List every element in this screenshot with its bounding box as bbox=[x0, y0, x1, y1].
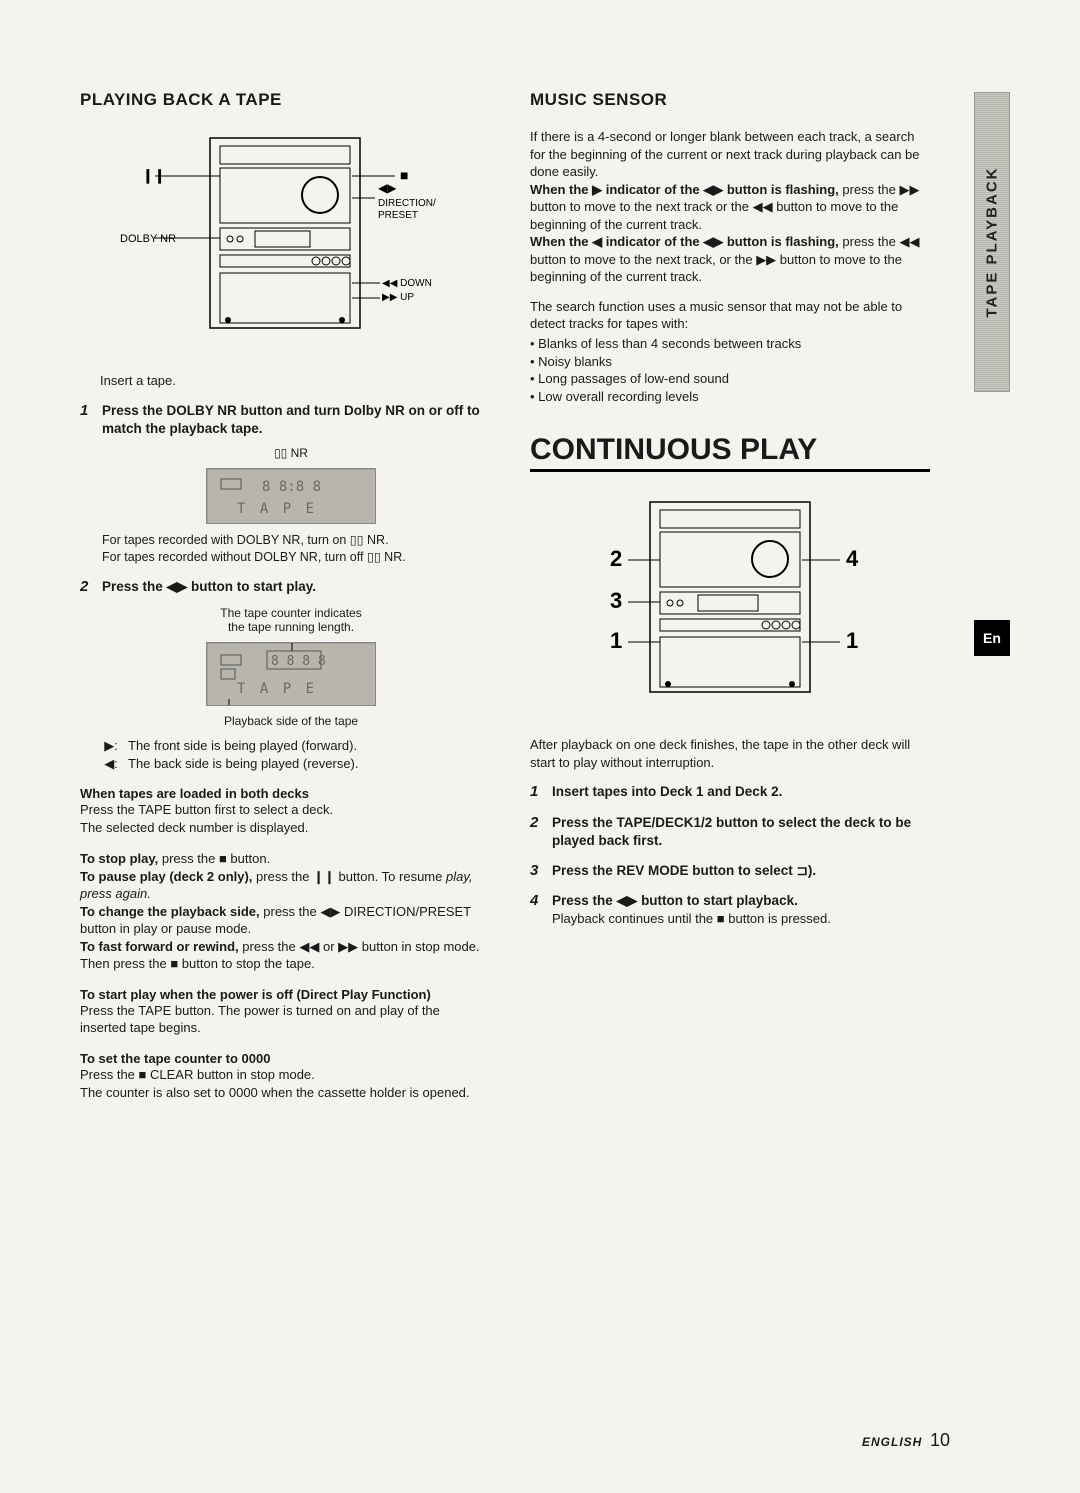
ffrw-instr: To fast forward or rewind, press the ◀◀ … bbox=[80, 938, 480, 973]
cont-step-1-head: Insert tapes into Deck 1 and Deck 2. bbox=[552, 783, 930, 801]
ms-p4: The search function uses a music sensor … bbox=[530, 298, 930, 333]
fwd-sym: ▶: bbox=[102, 738, 120, 754]
ms-p3: When the ◀ indicator of the ◀▶ button is… bbox=[530, 233, 930, 286]
language-badge: En bbox=[974, 620, 1010, 656]
step-2-cap1b: the tape running length. bbox=[228, 620, 354, 634]
svg-text:8 8 8 8: 8 8 8 8 bbox=[271, 654, 326, 669]
diagram-dir-1: DIRECTION/ bbox=[378, 198, 436, 209]
svg-text:3: 3 bbox=[610, 588, 622, 613]
display-panel-2: 8 8 8 8 T A P E bbox=[206, 642, 376, 706]
rev-sym: ◀: bbox=[102, 756, 120, 772]
ms-p2: When the ▶ indicator of the ◀▶ button is… bbox=[530, 181, 930, 234]
diagram-dir-sym: ◀▶ bbox=[378, 181, 397, 195]
rev-text: The back side is being played (reverse). bbox=[128, 756, 359, 772]
side-tab: TAPE PLAYBACK bbox=[974, 92, 1010, 392]
both-decks-p1: Press the TAPE button first to select a … bbox=[80, 801, 480, 819]
panel-nr-label: ▯▯ NR bbox=[102, 446, 480, 460]
cont-step-4-num: 4 bbox=[530, 892, 544, 928]
music-sensor-title: MUSIC SENSOR bbox=[530, 90, 930, 110]
svg-text:2: 2 bbox=[610, 546, 622, 571]
language-badge-text: En bbox=[983, 630, 1001, 646]
svg-text:T A P E: T A P E bbox=[237, 681, 317, 697]
cont-step-3: 3 Press the REV MODE button to select ⊐)… bbox=[530, 862, 930, 880]
insert-tape: Insert a tape. bbox=[100, 372, 480, 390]
step-2-cap1a: The tape counter indicates bbox=[220, 606, 361, 620]
cont-step-1: 1 Insert tapes into Deck 1 and Deck 2. bbox=[530, 783, 930, 801]
step-1: 1 Press the DOLBY NR button and turn Dol… bbox=[80, 402, 480, 566]
indicator-reverse: ◀: The back side is being played (revers… bbox=[102, 756, 480, 772]
side-tab-label: TAPE PLAYBACK bbox=[984, 166, 1001, 317]
continuous-play-title: CONTINUOUS PLAY bbox=[530, 433, 930, 472]
cont-step-3-num: 3 bbox=[530, 862, 544, 880]
cont-step-2-num: 2 bbox=[530, 814, 544, 850]
both-decks-p2: The selected deck number is displayed. bbox=[80, 819, 480, 837]
cont-step-2: 2 Press the TAPE/DECK1/2 button to selec… bbox=[530, 814, 930, 850]
cont-step-4-body: Playback continues until the ■ button is… bbox=[552, 910, 930, 928]
both-decks-head: When tapes are loaded in both decks bbox=[80, 786, 480, 801]
device-diagram-continuous: 2 3 1 4 1 bbox=[570, 492, 890, 712]
ms-list: Blanks of less than 4 seconds between tr… bbox=[530, 335, 930, 405]
diagram-up: ▶▶ UP bbox=[382, 292, 414, 303]
ms-p1: If there is a 4-second or longer blank b… bbox=[530, 128, 930, 181]
step-1-num: 1 bbox=[80, 402, 94, 566]
diagram-down: ◀◀ DOWN bbox=[382, 278, 432, 289]
svg-text:8 8:8 8: 8 8:8 8 bbox=[262, 479, 321, 495]
step-1-head: Press the DOLBY NR button and turn Dolby… bbox=[102, 402, 480, 438]
diagram-pause-label: ❙❙ bbox=[142, 167, 165, 184]
ms-list-item: Long passages of low-end sound bbox=[530, 370, 930, 388]
ms-list-item: Low overall recording levels bbox=[530, 388, 930, 406]
svg-text:1: 1 bbox=[846, 628, 858, 653]
svg-text:1: 1 bbox=[610, 628, 622, 653]
cont-step-4-head: Press the ◀▶ button to start playback. bbox=[552, 892, 930, 910]
pause-instr: To pause play (deck 2 only), press the ❙… bbox=[80, 868, 480, 903]
counter-b2: The counter is also set to 0000 when the… bbox=[80, 1084, 480, 1102]
change-side-instr: To change the playback side, press the ◀… bbox=[80, 903, 480, 938]
diagram-dolby-label: DOLBY NR bbox=[120, 233, 176, 245]
diagram-dir-2: PRESET bbox=[378, 210, 418, 221]
svg-text:T A P E: T A P E bbox=[237, 501, 317, 517]
ms-list-item: Blanks of less than 4 seconds between tr… bbox=[530, 335, 930, 353]
cont-step-4: 4 Press the ◀▶ button to start playback.… bbox=[530, 892, 930, 928]
direct-play-head: To start play when the power is off (Dir… bbox=[80, 987, 480, 1002]
cont-step-1-num: 1 bbox=[530, 783, 544, 801]
step-2-head: Press the ◀▶ button to start play. bbox=[102, 578, 480, 596]
cont-step-2-head: Press the TAPE/DECK1/2 button to select … bbox=[552, 814, 930, 850]
indicator-forward: ▶: The front side is being played (forwa… bbox=[102, 738, 480, 754]
device-diagram-playback: ❙❙ DOLBY NR ■ ◀▶ DIRECTION/ PRESET ◀◀ DO… bbox=[120, 128, 440, 348]
step-1-note2: For tapes recorded without DOLBY NR, tur… bbox=[102, 549, 480, 566]
counter-b1: Press the ■ CLEAR button in stop mode. bbox=[80, 1066, 480, 1084]
fwd-text: The front side is being played (forward)… bbox=[128, 738, 357, 754]
step-2: 2 Press the ◀▶ button to start play. The… bbox=[80, 578, 480, 772]
footer-page-number: 10 bbox=[930, 1430, 950, 1450]
page-footer: ENGLISH 10 bbox=[862, 1430, 950, 1451]
cont-intro: After playback on one deck finishes, the… bbox=[530, 736, 930, 771]
step-2-num: 2 bbox=[80, 578, 94, 772]
display-panel-1: 8 8:8 8 T A P E bbox=[206, 468, 376, 524]
stop-instr: To stop play, press the ■ button. bbox=[80, 850, 480, 868]
step-2-cap2: Playback side of the tape bbox=[102, 714, 480, 728]
counter-head: To set the tape counter to 0000 bbox=[80, 1051, 480, 1066]
svg-text:4: 4 bbox=[846, 546, 859, 571]
step-1-note1: For tapes recorded with DOLBY NR, turn o… bbox=[102, 532, 480, 549]
footer-language: ENGLISH bbox=[862, 1435, 922, 1449]
diagram-stop-label: ■ bbox=[400, 167, 408, 183]
direct-play-body: Press the TAPE button. The power is turn… bbox=[80, 1002, 480, 1037]
cont-step-3-head: Press the REV MODE button to select ⊐). bbox=[552, 862, 930, 880]
ms-list-item: Noisy blanks bbox=[530, 353, 930, 371]
left-title: PLAYING BACK A TAPE bbox=[80, 90, 480, 110]
